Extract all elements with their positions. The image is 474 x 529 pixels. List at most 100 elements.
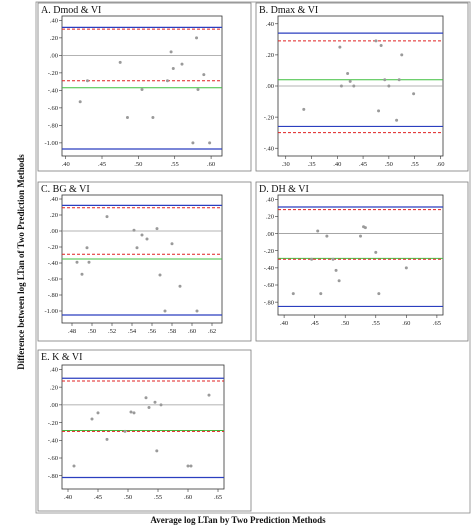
- panel-a-data-point: [118, 60, 122, 64]
- panel-c-x-tick-label: .54: [128, 328, 137, 335]
- panel-c-data-point: [140, 233, 144, 237]
- panel-c-x-tick-label: .48: [68, 328, 76, 335]
- panel-d-data-point: [316, 229, 320, 233]
- panel-c-data-point: [195, 309, 199, 313]
- panel-e-data-point: [90, 417, 94, 421]
- panel-c-data-point: [145, 237, 149, 241]
- panel-d-y-tick-label: .00: [266, 231, 274, 238]
- panel-a-data-point: [208, 141, 212, 145]
- panel-e-x-tick-label: .60: [184, 494, 192, 501]
- panel-d-data-point: [377, 292, 381, 296]
- panel-a-data-point: [196, 88, 200, 91]
- panel-c-x-tick-label: .60: [188, 328, 196, 335]
- panel-b-x-tick-label: .45: [359, 161, 367, 168]
- panel-c-data-point: [170, 242, 174, 246]
- panel-c-y-tick-label: .00: [50, 228, 58, 235]
- panel-b-data-point: [387, 84, 391, 88]
- panel-b-data-point: [397, 78, 401, 82]
- panel-e: E. K & VI .40 .20 .00 -.20 -.40 -.60 -.80 .40 .45…: [37, 349, 252, 512]
- panel-d-title: D. DH & VI: [259, 184, 309, 195]
- panel-d-x-tick-label: .60: [402, 320, 410, 327]
- panel-a-y-tick-label: -.20: [48, 70, 58, 77]
- panel-d: D. DH & VI.40.20.00-.20-.40-.60-.80.40.4…: [255, 181, 469, 342]
- panel-b-y-tick-label: .20: [266, 52, 274, 59]
- panel-e-data-point: [129, 410, 133, 414]
- panel-c-data-point: [163, 309, 167, 313]
- panel-b-y-tick-label: -.20: [264, 114, 274, 121]
- panel-a-data-point: [78, 100, 82, 104]
- panel-a-data-point: [140, 88, 144, 91]
- panel-c-title: C. BG & VI: [41, 184, 90, 195]
- panel-c-data-point: [178, 284, 182, 288]
- panel-d-data-point: [334, 268, 338, 272]
- panel-c: C. BG & VI.40 .20 .00 -.20 -.40 -.60 -.80 -1.00…: [37, 181, 252, 342]
- panel-e-y-tick-label: -.40: [48, 437, 58, 444]
- panel-d-data-point: [337, 279, 341, 283]
- panel-d-y-tick-label: -.40: [264, 265, 274, 272]
- panel-a-y-tick-label: -.40: [48, 88, 58, 95]
- panel-e-data-point: [132, 411, 136, 415]
- panel-c-data-point: [87, 260, 91, 264]
- panel-b-data-point: [412, 92, 416, 96]
- panel-c-y-tick-label: -.80: [48, 292, 58, 299]
- panel-b-data-point: [377, 109, 381, 113]
- x-axis-title: Average log LTan by Two Prediction Metho…: [150, 515, 326, 525]
- panel-a-x-tick-label: .55: [171, 161, 179, 168]
- panel-d-data-point: [404, 266, 408, 270]
- panel-d-data-point: [331, 257, 335, 261]
- panel-e-x-tick-label: .55: [154, 494, 162, 501]
- panel-e-data-point: [123, 429, 127, 433]
- panel-d-y-tick-label: -.60: [264, 282, 274, 289]
- panel-b-data-point: [395, 118, 399, 122]
- panel-b-data-point: [379, 44, 383, 48]
- panel-a-y-tick-label: -.80: [48, 123, 58, 130]
- panel-c-data-point: [135, 246, 139, 250]
- panel-b-x-tick-label: .35: [307, 161, 315, 168]
- panel-a-y-tick-label: .40: [50, 18, 58, 25]
- panel-d-data-point: [325, 234, 329, 238]
- panel-c-data-point: [155, 227, 159, 231]
- panel-e-data-point: [186, 464, 190, 468]
- panel-c-data-point: [132, 228, 136, 232]
- panel-d-x-tick-label: .40: [280, 320, 288, 327]
- panel-b-x-tick-label: .60: [436, 161, 444, 168]
- panel-d-data-point: [359, 234, 362, 238]
- panel-c-y-tick-label: -.60: [48, 276, 58, 283]
- panel-a: A. Dmod & VI .40 .20 .00 -.20 -.40 -.60 -.80 -1.…: [37, 2, 252, 172]
- panel-b: B. Dmax & VI .40 .20 .00 -.20 -.40 .30 .35 .40 .4…: [255, 2, 469, 172]
- panel-e-y-tick-label: -.80: [48, 473, 58, 480]
- panel-a-data-point: [180, 62, 184, 66]
- panel-b-data-point: [348, 79, 352, 83]
- panel-d-x-tick-label: .50: [341, 320, 349, 327]
- panel-b-x-tick-label: .50: [385, 161, 393, 168]
- panel-b-data-point: [338, 45, 342, 49]
- panel-e-data-point: [96, 411, 100, 415]
- y-axis-title: Difference between log LTan of Two Predi…: [16, 154, 26, 370]
- panel-d-x-tick-label: .65: [433, 320, 441, 327]
- panel-e-data-point: [153, 400, 157, 404]
- panel-a-x-tick-label: .45: [98, 161, 106, 168]
- panel-c-data-point: [80, 272, 84, 276]
- panel-d-plot-area: [277, 194, 444, 316]
- panel-e-y-tick-label: .40: [50, 367, 58, 374]
- panel-c-y-tick-label: -1.00: [44, 308, 58, 315]
- panel-c-x-tick-label: .62: [208, 328, 216, 335]
- panel-e-x-tick-label: .65: [214, 494, 222, 501]
- panel-b-data-point: [352, 84, 356, 88]
- panel-e-y-tick-label: -.20: [48, 420, 58, 427]
- panel-d-data-point: [363, 226, 367, 230]
- panel-d-x-tick-label: .45: [311, 320, 319, 327]
- panel-a-x-tick-label: .50: [134, 161, 142, 168]
- panel-a-y-tick-label: .00: [50, 53, 58, 60]
- panel-e-x-tick-label: .45: [94, 494, 102, 501]
- chart-panels: A. Dmod & VI .40 .20 .00 -.20 -.40 -.60 -.80 -1.…: [37, 2, 469, 512]
- panel-c-data-point: [105, 215, 109, 219]
- panel-b-data-point: [302, 107, 306, 111]
- panel-b-data-point: [346, 72, 350, 76]
- panel-c-x-tick-label: .58: [168, 328, 176, 335]
- panel-a-data-point: [171, 67, 175, 70]
- panel-c-data-point: [158, 273, 162, 277]
- panel-b-y-tick-label: -.40: [264, 145, 274, 152]
- panel-b-x-tick-label: .30: [282, 161, 290, 168]
